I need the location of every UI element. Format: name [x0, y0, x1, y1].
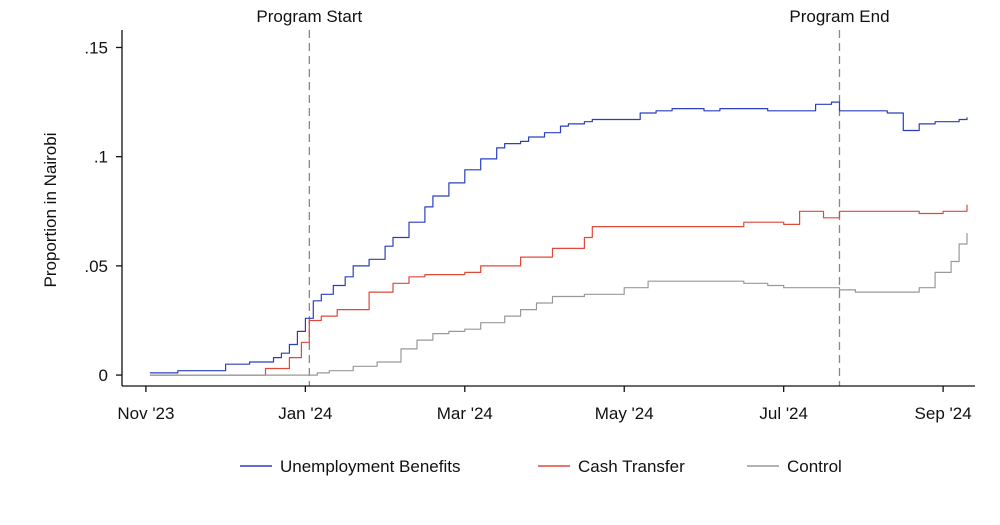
legend-label: Cash Transfer	[578, 457, 685, 476]
annotation-label-0: Program Start	[256, 7, 362, 26]
y-axis-title: Proportion in Nairobi	[41, 133, 60, 288]
legend: Unemployment Benefits Cash Transfer Contro…	[240, 457, 842, 476]
y-tick-label-1: .05	[84, 257, 108, 276]
x-tick-label-3: May '24	[595, 404, 654, 423]
legend-label: Unemployment Benefits	[280, 457, 460, 476]
x-tick-label-1: Jan '24	[278, 404, 332, 423]
x-tick-label-2: Mar '24	[437, 404, 493, 423]
series-line-cash-transfer	[149, 204, 968, 376]
legend-item-cash-transfer: Cash Transfer	[538, 457, 685, 476]
x-tick-label-4: Jul '24	[759, 404, 808, 423]
axes: 0 .05 .1 .15 Nov '23 Jan '24 Mar '24 May '24 Jul…	[84, 30, 975, 423]
y-tick-label-2: .1	[94, 148, 108, 167]
y-tick-label-3: .15	[84, 38, 108, 57]
x-tick-label-0: Nov '23	[117, 404, 174, 423]
plot-area: Program Start Program End	[149, 7, 968, 386]
legend-label: Control	[787, 457, 842, 476]
legend-item-unemployment-benefits: Unemployment Benefits	[240, 457, 460, 476]
x-tick-label-5: Sep '24	[915, 404, 972, 423]
y-tick-label-0: 0	[99, 366, 108, 385]
series-line-control	[149, 233, 968, 376]
series-line-unemployment-benefits	[149, 101, 968, 374]
legend-item-control: Control	[747, 457, 842, 476]
annotation-label-1: Program End	[789, 7, 889, 26]
